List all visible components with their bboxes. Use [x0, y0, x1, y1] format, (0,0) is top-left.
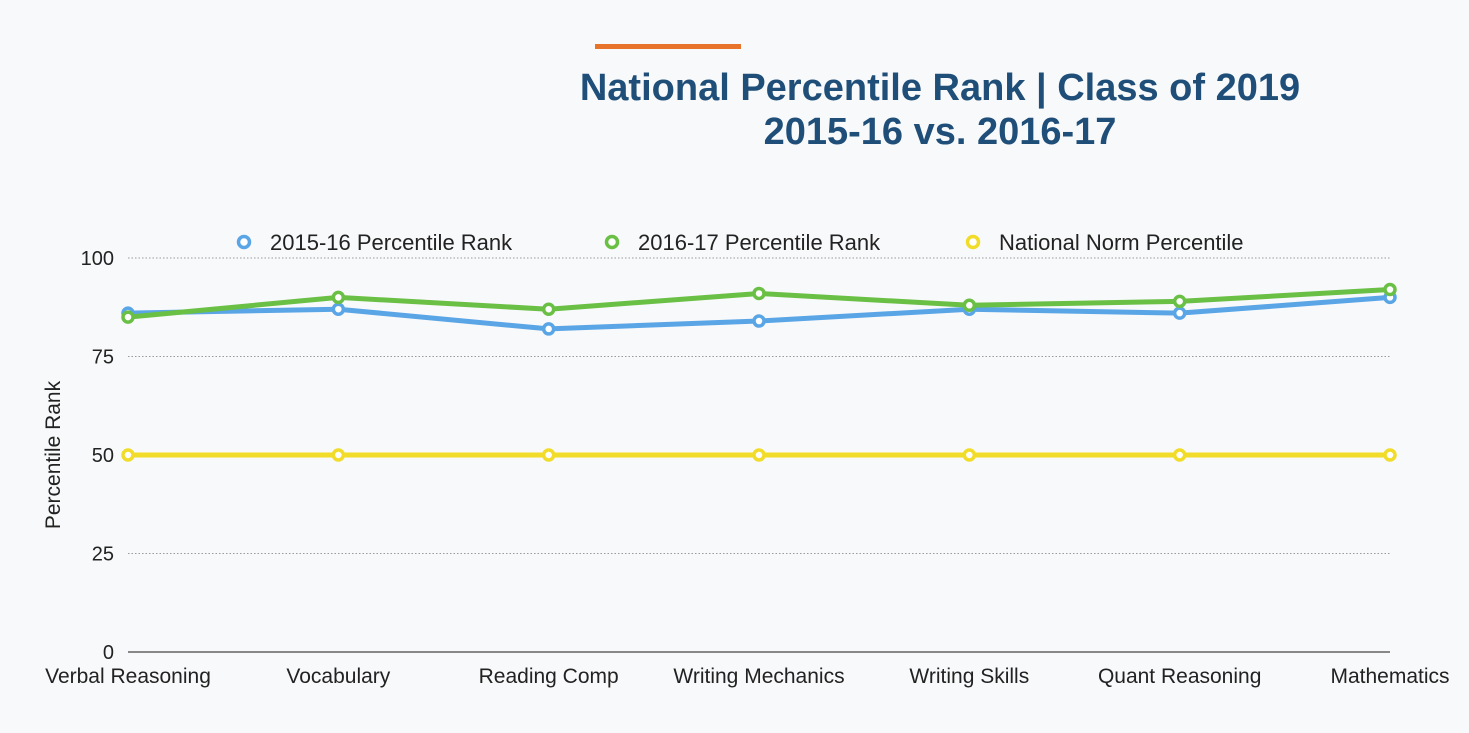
legend-item: National Norm Percentile: [965, 230, 1244, 255]
data-point: [752, 286, 766, 301]
data-point: [541, 322, 556, 336]
data-point: [541, 448, 556, 462]
legend-label: 2015-16 Percentile Rank: [270, 230, 513, 255]
chart-legend: 2015-16 Percentile Rank 2016-17 Percentil…: [236, 230, 1244, 255]
y-axis-ticks: 0 25 50 75 100: [81, 248, 114, 664]
data-point: [1172, 294, 1187, 309]
x-category-label: Writing Mechanics: [673, 665, 844, 688]
y-tick-label: 0: [103, 642, 114, 664]
x-category-label: Mathematics: [1330, 665, 1449, 688]
data-point: [541, 302, 556, 316]
data-point: [752, 314, 766, 328]
chart-subtitle: 2015-16 vs. 2016-17: [764, 111, 1117, 153]
series-2: [121, 282, 1397, 324]
legend-marker: [604, 234, 620, 250]
x-category-label: Vocabulary: [286, 665, 390, 688]
data-point: [121, 448, 135, 462]
legend-marker: [236, 234, 252, 250]
x-category-label: Reading Comp: [479, 665, 619, 688]
data-point: [1172, 448, 1187, 462]
series-layer: [121, 282, 1397, 462]
y-tick-label: 100: [81, 248, 114, 270]
x-category-label: Quant Reasoning: [1098, 665, 1261, 688]
data-point: [1172, 306, 1187, 320]
data-point: [331, 448, 346, 462]
data-point: [121, 310, 135, 324]
title-accent-bar: [595, 44, 741, 49]
data-point: [1383, 448, 1397, 462]
legend-marker: [965, 234, 981, 250]
legend-label: 2016-17 Percentile Rank: [638, 230, 881, 255]
data-point: [1383, 282, 1397, 297]
series-3: [121, 448, 1397, 462]
data-point: [962, 298, 977, 313]
legend-label: National Norm Percentile: [999, 230, 1244, 255]
data-point: [331, 290, 346, 305]
y-axis-title: Percentile Rank: [42, 380, 65, 529]
x-axis-categories: Verbal Reasoning Vocabulary Reading Comp Wr…: [45, 665, 1449, 688]
legend-item: 2016-17 Percentile Rank: [604, 230, 881, 255]
x-category-label: Writing Skills: [909, 665, 1029, 688]
data-point: [752, 448, 766, 462]
x-category-label: Verbal Reasoning: [45, 665, 211, 688]
y-tick-label: 75: [92, 347, 114, 369]
chart-title: National Percentile Rank | Class of 2019: [580, 67, 1300, 109]
data-point: [962, 448, 977, 462]
legend-item: 2015-16 Percentile Rank: [236, 230, 513, 255]
y-tick-label: 25: [92, 544, 114, 566]
y-tick-label: 50: [92, 445, 114, 467]
data-point: [331, 302, 346, 316]
